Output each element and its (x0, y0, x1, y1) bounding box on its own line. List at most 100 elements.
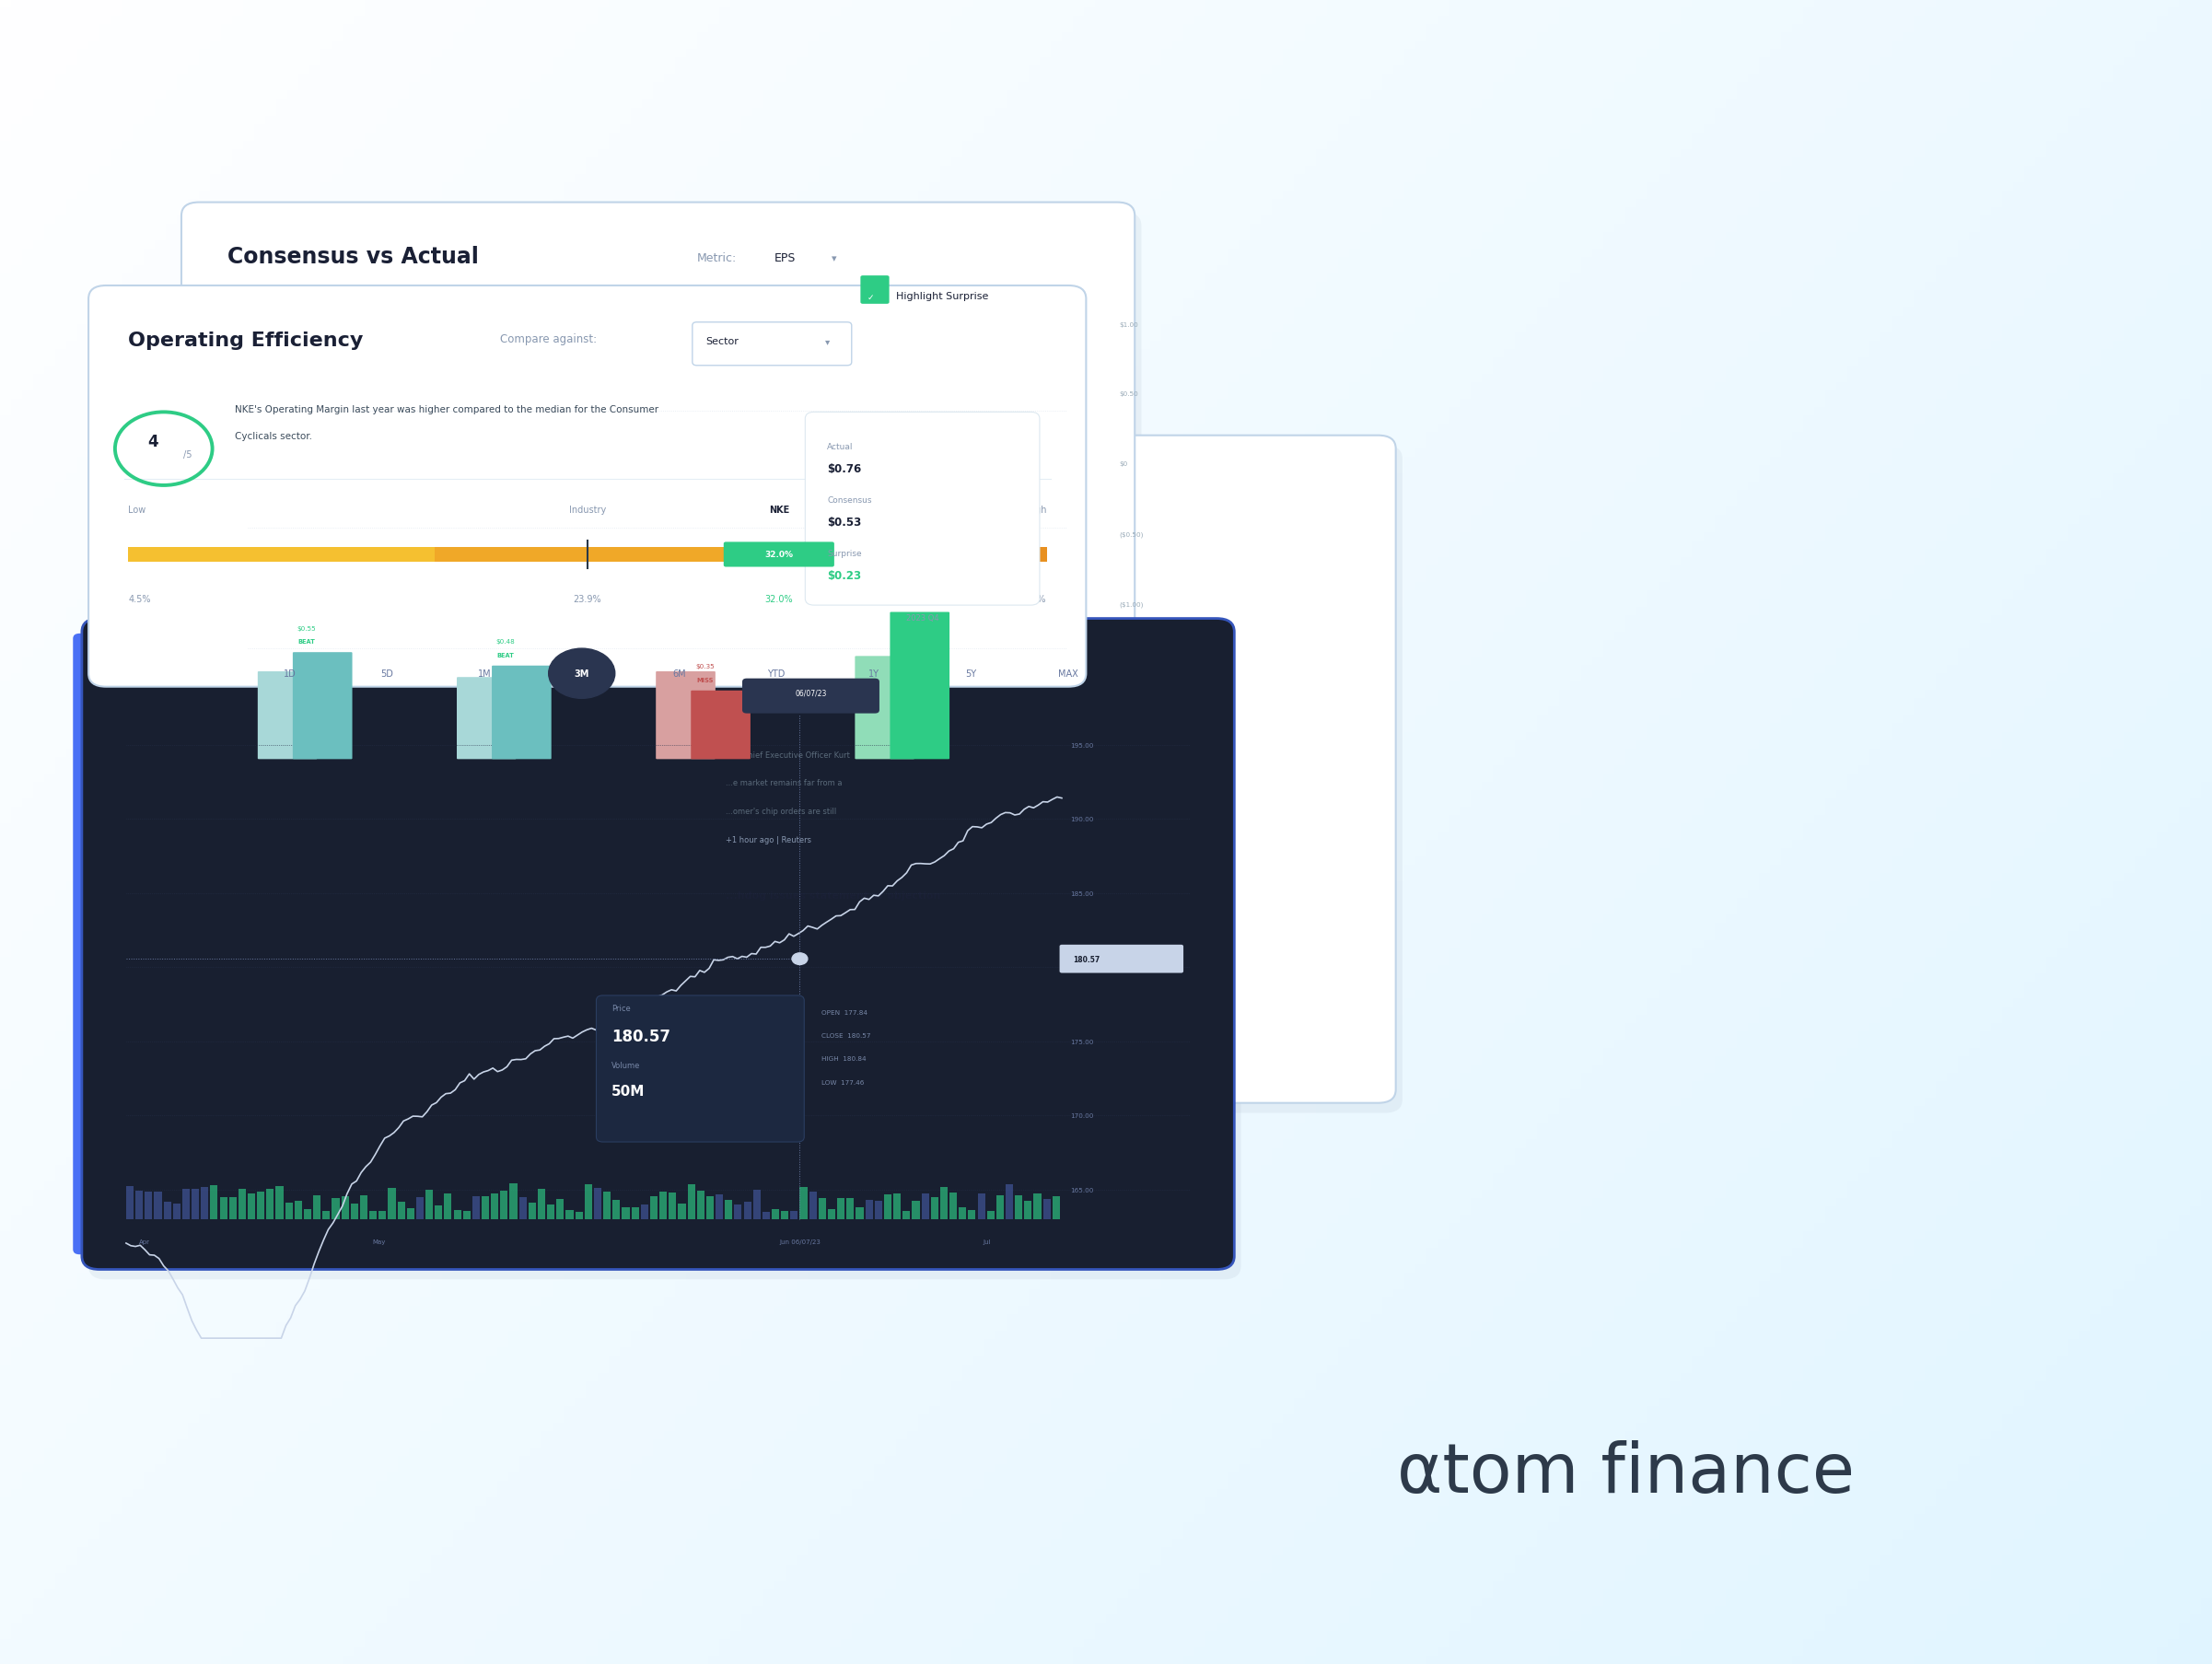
Bar (173, 1203, 181, 1220)
Bar (239, 1190, 246, 1220)
Text: Apr: Apr (139, 1238, 150, 1245)
Bar (865, 1200, 874, 1220)
Bar (257, 1191, 265, 1220)
FancyBboxPatch shape (95, 296, 1093, 697)
Bar (810, 1191, 816, 1220)
Bar (641, 1205, 648, 1220)
Text: 6M: 6M (672, 669, 686, 679)
Bar (296, 547, 314, 562)
Text: 23.9%: 23.9% (573, 596, 602, 604)
Text: PARIS, July 25 [Reuters] - France's antitrust watchdog on Tuesday said it had: PARIS, July 25 [Reuters] - France's anti… (726, 552, 1022, 561)
Text: 4: 4 (148, 433, 157, 449)
Bar (557, 1200, 564, 1220)
Text: 32.0%: 32.0% (765, 596, 794, 604)
Bar (538, 1190, 546, 1220)
Bar (668, 1193, 677, 1220)
Bar (128, 547, 1046, 562)
Bar (894, 547, 909, 562)
Text: ▾: ▾ (832, 255, 836, 263)
FancyBboxPatch shape (188, 213, 1141, 814)
Bar (726, 1200, 732, 1220)
Bar (679, 1205, 686, 1220)
Text: Jun 06/07/23: Jun 06/07/23 (779, 1238, 821, 1245)
Bar (281, 547, 299, 562)
FancyBboxPatch shape (889, 612, 949, 759)
Bar (144, 547, 159, 562)
Bar (878, 547, 894, 562)
Bar (688, 1185, 695, 1220)
Text: +1 hour ago | Reuters: +1 hour ago | Reuters (726, 835, 812, 844)
Text: 2023 Q4: 2023 Q4 (907, 614, 938, 622)
FancyBboxPatch shape (597, 995, 805, 1142)
Bar (847, 547, 863, 562)
Bar (1015, 547, 1033, 562)
Text: $0.48: $0.48 (495, 639, 515, 644)
Bar (526, 547, 542, 562)
FancyBboxPatch shape (743, 679, 880, 714)
Bar (863, 547, 878, 562)
Bar (1006, 1185, 1013, 1220)
Text: Low: Low (128, 506, 146, 514)
Bar (190, 547, 206, 562)
Bar (175, 547, 190, 562)
Text: 190.00: 190.00 (1071, 817, 1095, 822)
Bar (770, 547, 787, 562)
Text: 175.00: 175.00 (1071, 1038, 1095, 1045)
FancyBboxPatch shape (686, 436, 1396, 1103)
Bar (453, 1210, 460, 1220)
Bar (206, 547, 221, 562)
FancyBboxPatch shape (690, 691, 750, 759)
Bar (752, 1190, 761, 1220)
Text: Price: Price (613, 1005, 630, 1013)
Text: 180.57: 180.57 (613, 1028, 670, 1045)
Bar (221, 547, 237, 562)
Text: issued a statement of objection against Apple, citing concerns the U.S.: issued a statement of objection against … (726, 581, 1000, 589)
Text: 3M: 3M (575, 669, 588, 679)
Text: MAX: MAX (1057, 669, 1079, 679)
Bar (940, 1188, 947, 1220)
FancyBboxPatch shape (723, 542, 834, 567)
Text: BEAT: BEAT (299, 639, 316, 644)
Text: NKE's Operating Margin last year was higher compared to the median for the Consu: NKE's Operating Margin last year was hig… (234, 406, 659, 414)
Bar (836, 1198, 845, 1220)
Text: ...le might keep bucking China: ...le might keep bucking China (726, 694, 900, 702)
FancyBboxPatch shape (292, 652, 352, 759)
Bar (566, 1210, 573, 1220)
Bar (894, 1193, 900, 1220)
Text: 165.00: 165.00 (1071, 1188, 1095, 1193)
Text: May: May (372, 1238, 385, 1245)
Bar (659, 1191, 666, 1220)
Text: ▾: ▾ (825, 338, 830, 346)
Bar (343, 547, 358, 562)
Text: LOW  177.46: LOW 177.46 (823, 1080, 865, 1085)
Bar (265, 547, 283, 562)
Bar (387, 1188, 396, 1220)
Bar (734, 1205, 741, 1220)
Bar (210, 1186, 217, 1220)
FancyBboxPatch shape (655, 672, 714, 759)
Bar (757, 547, 772, 562)
Text: Consensus: Consensus (827, 496, 872, 504)
Bar (546, 1205, 555, 1220)
Bar (418, 547, 436, 562)
Bar (1053, 1196, 1060, 1220)
Bar (312, 547, 327, 562)
Bar (931, 1198, 938, 1220)
Bar (949, 1193, 958, 1220)
Bar (425, 1190, 434, 1220)
Text: $1.00: $1.00 (1119, 321, 1139, 328)
Text: $0.23: $0.23 (827, 569, 860, 582)
Bar (352, 1205, 358, 1220)
Text: ✓: ✓ (867, 293, 874, 301)
Circle shape (115, 413, 212, 486)
Bar (250, 547, 268, 562)
Bar (462, 1211, 471, 1220)
Text: ($1.00): ($1.00) (1119, 601, 1144, 607)
Bar (650, 1196, 657, 1220)
Bar (265, 1190, 274, 1220)
Bar (135, 1191, 144, 1220)
Bar (874, 1201, 883, 1220)
Text: 185.00: 185.00 (1071, 890, 1095, 897)
Bar (1033, 1193, 1042, 1220)
Text: Metric:: Metric: (697, 251, 737, 265)
